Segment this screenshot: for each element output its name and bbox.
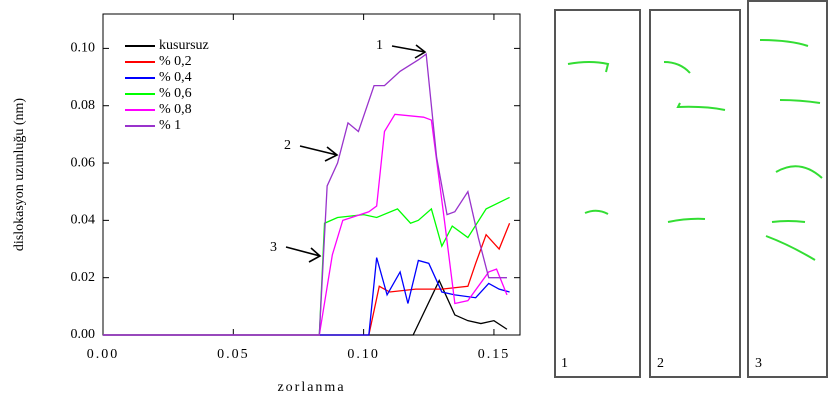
legend-label: % 0,2 xyxy=(159,54,192,69)
legend-label: % 1 xyxy=(159,118,181,133)
x-tick-label: 0.00 xyxy=(87,347,120,362)
annotation: 1 xyxy=(376,38,383,53)
y-tick-label: 0.10 xyxy=(71,41,96,56)
x-tick-label: 0.10 xyxy=(347,347,380,362)
dislocation xyxy=(667,217,706,223)
series-line xyxy=(103,279,508,336)
dislocation xyxy=(779,99,821,104)
dislocation xyxy=(676,102,726,111)
dislocation xyxy=(584,209,609,215)
annotation: 3 xyxy=(270,240,277,255)
y-tick-label: 0.08 xyxy=(71,98,96,113)
arrows xyxy=(285,44,427,263)
series-line xyxy=(103,222,511,336)
panel-frame xyxy=(649,9,741,378)
annotation: 2 xyxy=(284,138,291,153)
arrow xyxy=(285,246,322,263)
arrow xyxy=(391,44,427,59)
y-tick-label: 0.02 xyxy=(71,270,96,285)
legend-label: % 0,8 xyxy=(159,102,192,117)
x-tick-label: 0.05 xyxy=(217,347,250,362)
dislocation xyxy=(765,235,816,261)
panel-label: 2 xyxy=(657,356,664,371)
y-tick-label: 0.04 xyxy=(71,213,96,228)
panel-frame xyxy=(747,0,828,378)
panel-label: 3 xyxy=(755,356,762,371)
legend-label: % 0,6 xyxy=(159,86,192,101)
series-line xyxy=(103,52,507,336)
y-tick-label: 0.00 xyxy=(71,327,96,342)
dislocation xyxy=(567,61,610,73)
dislocation xyxy=(775,165,823,179)
legend-label: kusursuz xyxy=(159,38,209,53)
panel-frame xyxy=(554,9,641,378)
y-axis-label: dislokasyon uzunluğu (nm) xyxy=(12,98,27,252)
series-line xyxy=(103,113,508,336)
series-line xyxy=(103,196,510,336)
legend-label: % 0,4 xyxy=(159,70,192,85)
series-line xyxy=(103,257,510,336)
panel-label: 1 xyxy=(561,356,568,371)
dislocation xyxy=(759,39,809,47)
y-tick-label: 0.06 xyxy=(71,155,96,170)
dislocations xyxy=(567,39,823,261)
dislocation xyxy=(771,220,806,223)
x-tick-label: 0.15 xyxy=(478,347,511,362)
x-axis-label: zorlanma xyxy=(277,380,345,395)
dislocation xyxy=(663,61,691,74)
arrow xyxy=(299,145,339,162)
